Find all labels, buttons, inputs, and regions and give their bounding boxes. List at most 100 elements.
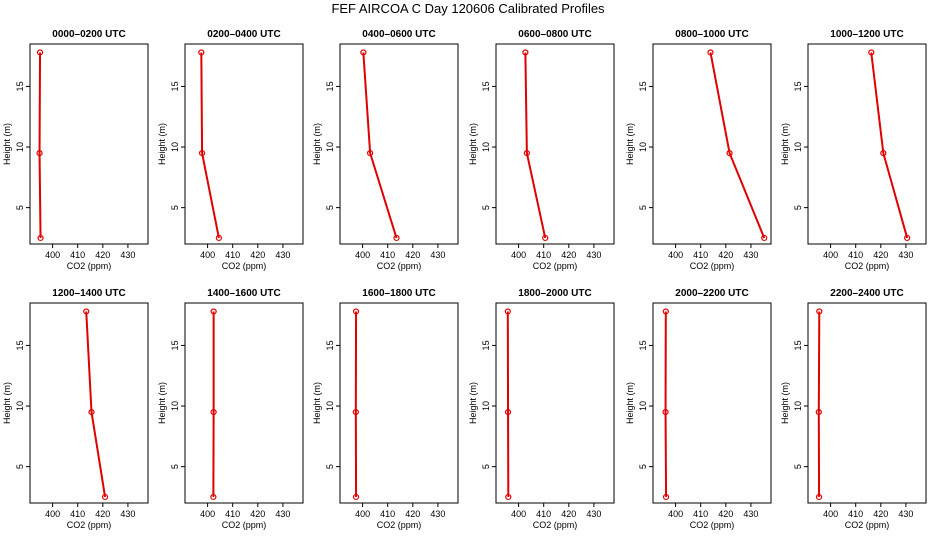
data-point: [367, 149, 374, 157]
y-axis-label: Height (m): [157, 123, 167, 165]
y-tick-label: 15: [15, 81, 25, 91]
data-point: [83, 308, 90, 315]
profile-line: [709, 52, 766, 239]
x-tick-label: 430: [898, 509, 913, 519]
chart-panel: 1600–1800 UTC 400 410 420 430 CO2 (ppm) 5 10 15 H…: [312, 288, 459, 530]
x-tick-label: 400: [200, 250, 215, 260]
x-tick-label: 430: [275, 509, 290, 519]
x-tick-label: 430: [586, 250, 601, 260]
data-point: [662, 308, 669, 315]
plot-frame: [184, 43, 304, 245]
y-tick-label: 15: [325, 81, 335, 91]
x-tick-label: 420: [405, 250, 420, 260]
profile-line: [38, 52, 42, 238]
y-axis-label: Height (m): [625, 382, 635, 424]
x-tick-label: 420: [250, 250, 265, 260]
data-point: [504, 408, 512, 416]
chart-panel: 1200–1400 UTC 400 410 420 430 CO2 (ppm) 5 10 15 H…: [2, 288, 149, 530]
panel-title: 2000–2200 UTC: [675, 288, 748, 299]
x-tick-label: 400: [668, 509, 683, 519]
plot-frame: [29, 43, 149, 245]
panel-title: 0400–0600 UTC: [362, 29, 435, 40]
x-tick-label: 400: [200, 509, 215, 519]
chart-panel: 0000–0200 UTC 400 410 420 430 CO2 (ppm) 5 10 15 H…: [2, 29, 149, 271]
x-axis-label: CO2 (ppm): [67, 520, 112, 530]
x-tick-label: 430: [898, 250, 913, 260]
panel-title: 0600–0800 UTC: [518, 29, 591, 40]
y-tick-label: 5: [638, 464, 648, 469]
x-tick-label: 410: [848, 509, 863, 519]
data-point: [662, 408, 669, 416]
chart-panel: 0200–0400 UTC 400 410 420 430 CO2 (ppm) 5 10 15 H…: [157, 29, 304, 271]
y-tick-label: 15: [170, 81, 180, 91]
chart-panel: 0600–0800 UTC 400 410 420 430 CO2 (ppm) 5 10 15 H…: [468, 29, 615, 271]
x-tick-label: 400: [45, 250, 60, 260]
x-axis-label: CO2 (ppm): [222, 520, 267, 530]
y-tick-label: 5: [481, 464, 491, 469]
y-tick-label: 5: [638, 205, 648, 210]
y-tick-label: 5: [481, 205, 491, 210]
profile-line: [524, 52, 547, 239]
y-tick-label: 10: [325, 401, 335, 411]
profile-line: [362, 52, 398, 239]
x-tick-label: 400: [355, 250, 370, 260]
x-tick-label: 420: [95, 509, 110, 519]
plot-frame: [339, 302, 459, 504]
y-axis-label: Height (m): [157, 382, 167, 424]
data-point: [880, 149, 887, 157]
plot-frame: [495, 302, 615, 504]
data-point: [210, 308, 217, 315]
x-tick-label: 420: [873, 509, 888, 519]
y-tick-label: 5: [170, 464, 180, 469]
data-point: [816, 308, 823, 315]
y-tick-label: 10: [793, 142, 803, 152]
y-axis-label: Height (m): [2, 382, 12, 424]
x-tick-label: 430: [275, 250, 290, 260]
panel-title: 1200–1400 UTC: [52, 288, 125, 299]
x-axis-label: CO2 (ppm): [533, 261, 578, 271]
data-point: [504, 308, 511, 315]
data-point: [815, 493, 823, 501]
x-tick-label: 400: [355, 509, 370, 519]
y-tick-label: 15: [15, 340, 25, 350]
x-tick-label: 410: [70, 250, 85, 260]
x-tick-label: 410: [225, 250, 240, 260]
data-point: [36, 149, 43, 157]
chart-panel: 1000–1200 UTC 400 410 420 430 CO2 (ppm) 5 10 15 H…: [780, 29, 927, 271]
plot-frame: [29, 302, 149, 504]
x-tick-label: 400: [45, 509, 60, 519]
x-tick-label: 400: [823, 509, 838, 519]
x-axis-label: CO2 (ppm): [222, 261, 267, 271]
chart-panel: 2000–2200 UTC 400 410 420 430 CO2 (ppm) 5 10 15 H…: [625, 288, 772, 530]
data-point: [505, 493, 512, 501]
x-axis-label: CO2 (ppm): [690, 261, 735, 271]
data-point: [761, 234, 768, 242]
x-tick-label: 410: [536, 509, 551, 519]
y-tick-label: 5: [793, 464, 803, 469]
panel-title: 0800–1000 UTC: [675, 29, 748, 40]
panel-title: 1400–1600 UTC: [207, 288, 280, 299]
x-tick-label: 420: [250, 509, 265, 519]
x-tick-label: 420: [561, 250, 576, 260]
y-tick-label: 5: [170, 205, 180, 210]
x-axis-label: CO2 (ppm): [845, 520, 890, 530]
y-tick-label: 15: [793, 340, 803, 350]
y-axis-label: Height (m): [625, 123, 635, 165]
chart-panel: 2200–2400 UTC 400 410 420 430 CO2 (ppm) 5 10 15 H…: [780, 288, 927, 530]
panel-title: 1600–1800 UTC: [362, 288, 435, 299]
data-point: [352, 408, 359, 416]
data-point: [198, 49, 205, 56]
x-axis-label: CO2 (ppm): [377, 520, 422, 530]
x-tick-label: 430: [430, 509, 445, 519]
x-tick-label: 410: [70, 509, 85, 519]
panel-title: 1000–1200 UTC: [830, 29, 903, 40]
chart-panel: 1800–2000 UTC 400 410 420 430 CO2 (ppm) 5 10 15 H…: [468, 288, 615, 530]
x-tick-label: 410: [536, 250, 551, 260]
data-point: [360, 49, 367, 56]
y-tick-label: 15: [638, 340, 648, 350]
profile-line: [200, 52, 220, 239]
x-tick-label: 420: [718, 250, 733, 260]
data-point: [210, 493, 217, 501]
y-tick-label: 5: [325, 464, 335, 469]
y-tick-label: 10: [325, 142, 335, 152]
